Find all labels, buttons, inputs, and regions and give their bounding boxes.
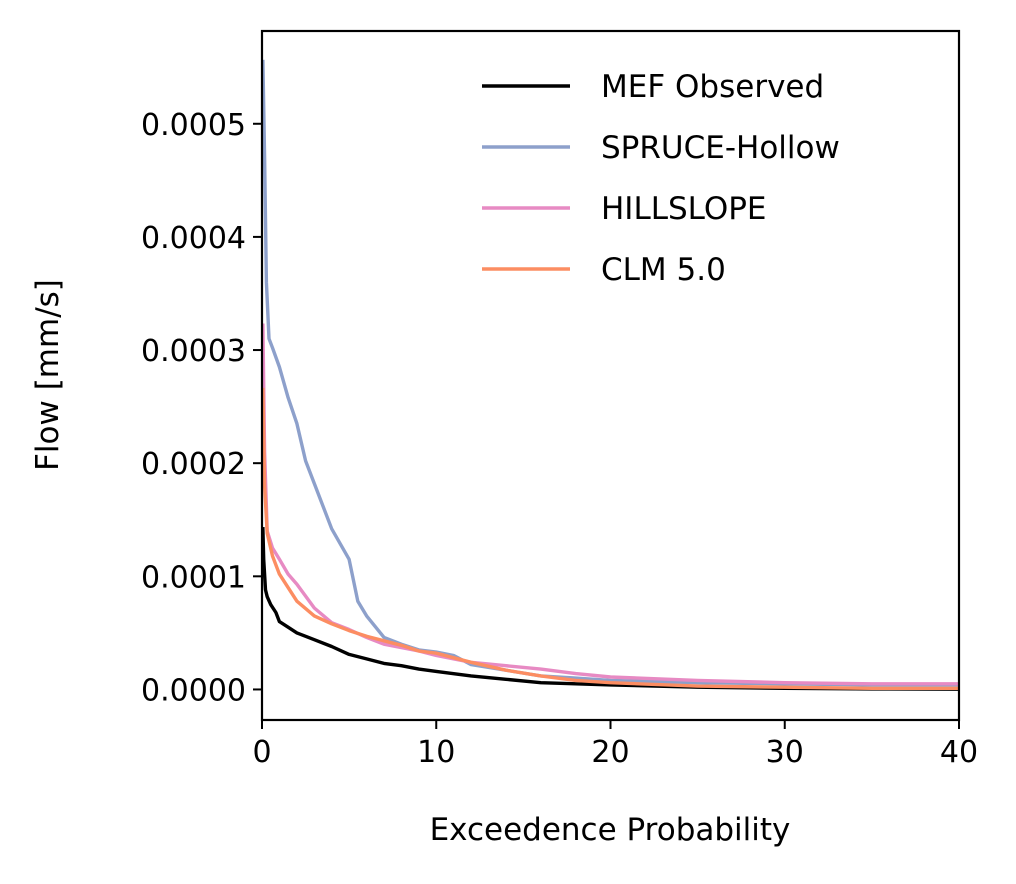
legend-label: CLM 5.0 xyxy=(601,252,726,288)
x-tick-label: 30 xyxy=(766,735,804,770)
series-line-hillslope xyxy=(262,323,959,686)
legend: MEF Observed SPRUCE-Hollow HILLSLOPE CLM 5.… xyxy=(482,69,840,288)
x-tick-label: 20 xyxy=(591,735,629,770)
y-tick-label: 0.0005 xyxy=(141,108,246,143)
y-tick-label: 0.0003 xyxy=(141,334,246,369)
series-line-spruce-hollow xyxy=(262,59,959,687)
series-layer xyxy=(262,59,959,691)
y-tick-label: 0.0001 xyxy=(141,560,246,595)
y-axis-ticks: 0.0000 0.0001 0.0002 0.0003 0.0004 0.0005 xyxy=(141,108,262,708)
y-tick-label: 0.0002 xyxy=(141,447,246,482)
y-tick-label: 0.0004 xyxy=(141,221,246,256)
series-line-clm-5-0 xyxy=(262,387,959,690)
y-axis-title: Flow [mm/s] xyxy=(30,279,66,471)
legend-label: HILLSLOPE xyxy=(601,191,767,227)
legend-label: MEF Observed xyxy=(601,69,824,105)
y-tick-label: 0.0000 xyxy=(141,673,246,708)
x-tick-label: 10 xyxy=(417,735,455,770)
x-axis-ticks: 0 10 20 30 40 xyxy=(252,720,978,770)
x-tick-label: 0 xyxy=(252,735,271,770)
legend-label: SPRUCE-Hollow xyxy=(601,130,840,166)
x-tick-label: 40 xyxy=(940,735,978,770)
x-axis-title: Exceedence Probability xyxy=(430,812,791,848)
series-line-mef-observed xyxy=(262,527,959,691)
